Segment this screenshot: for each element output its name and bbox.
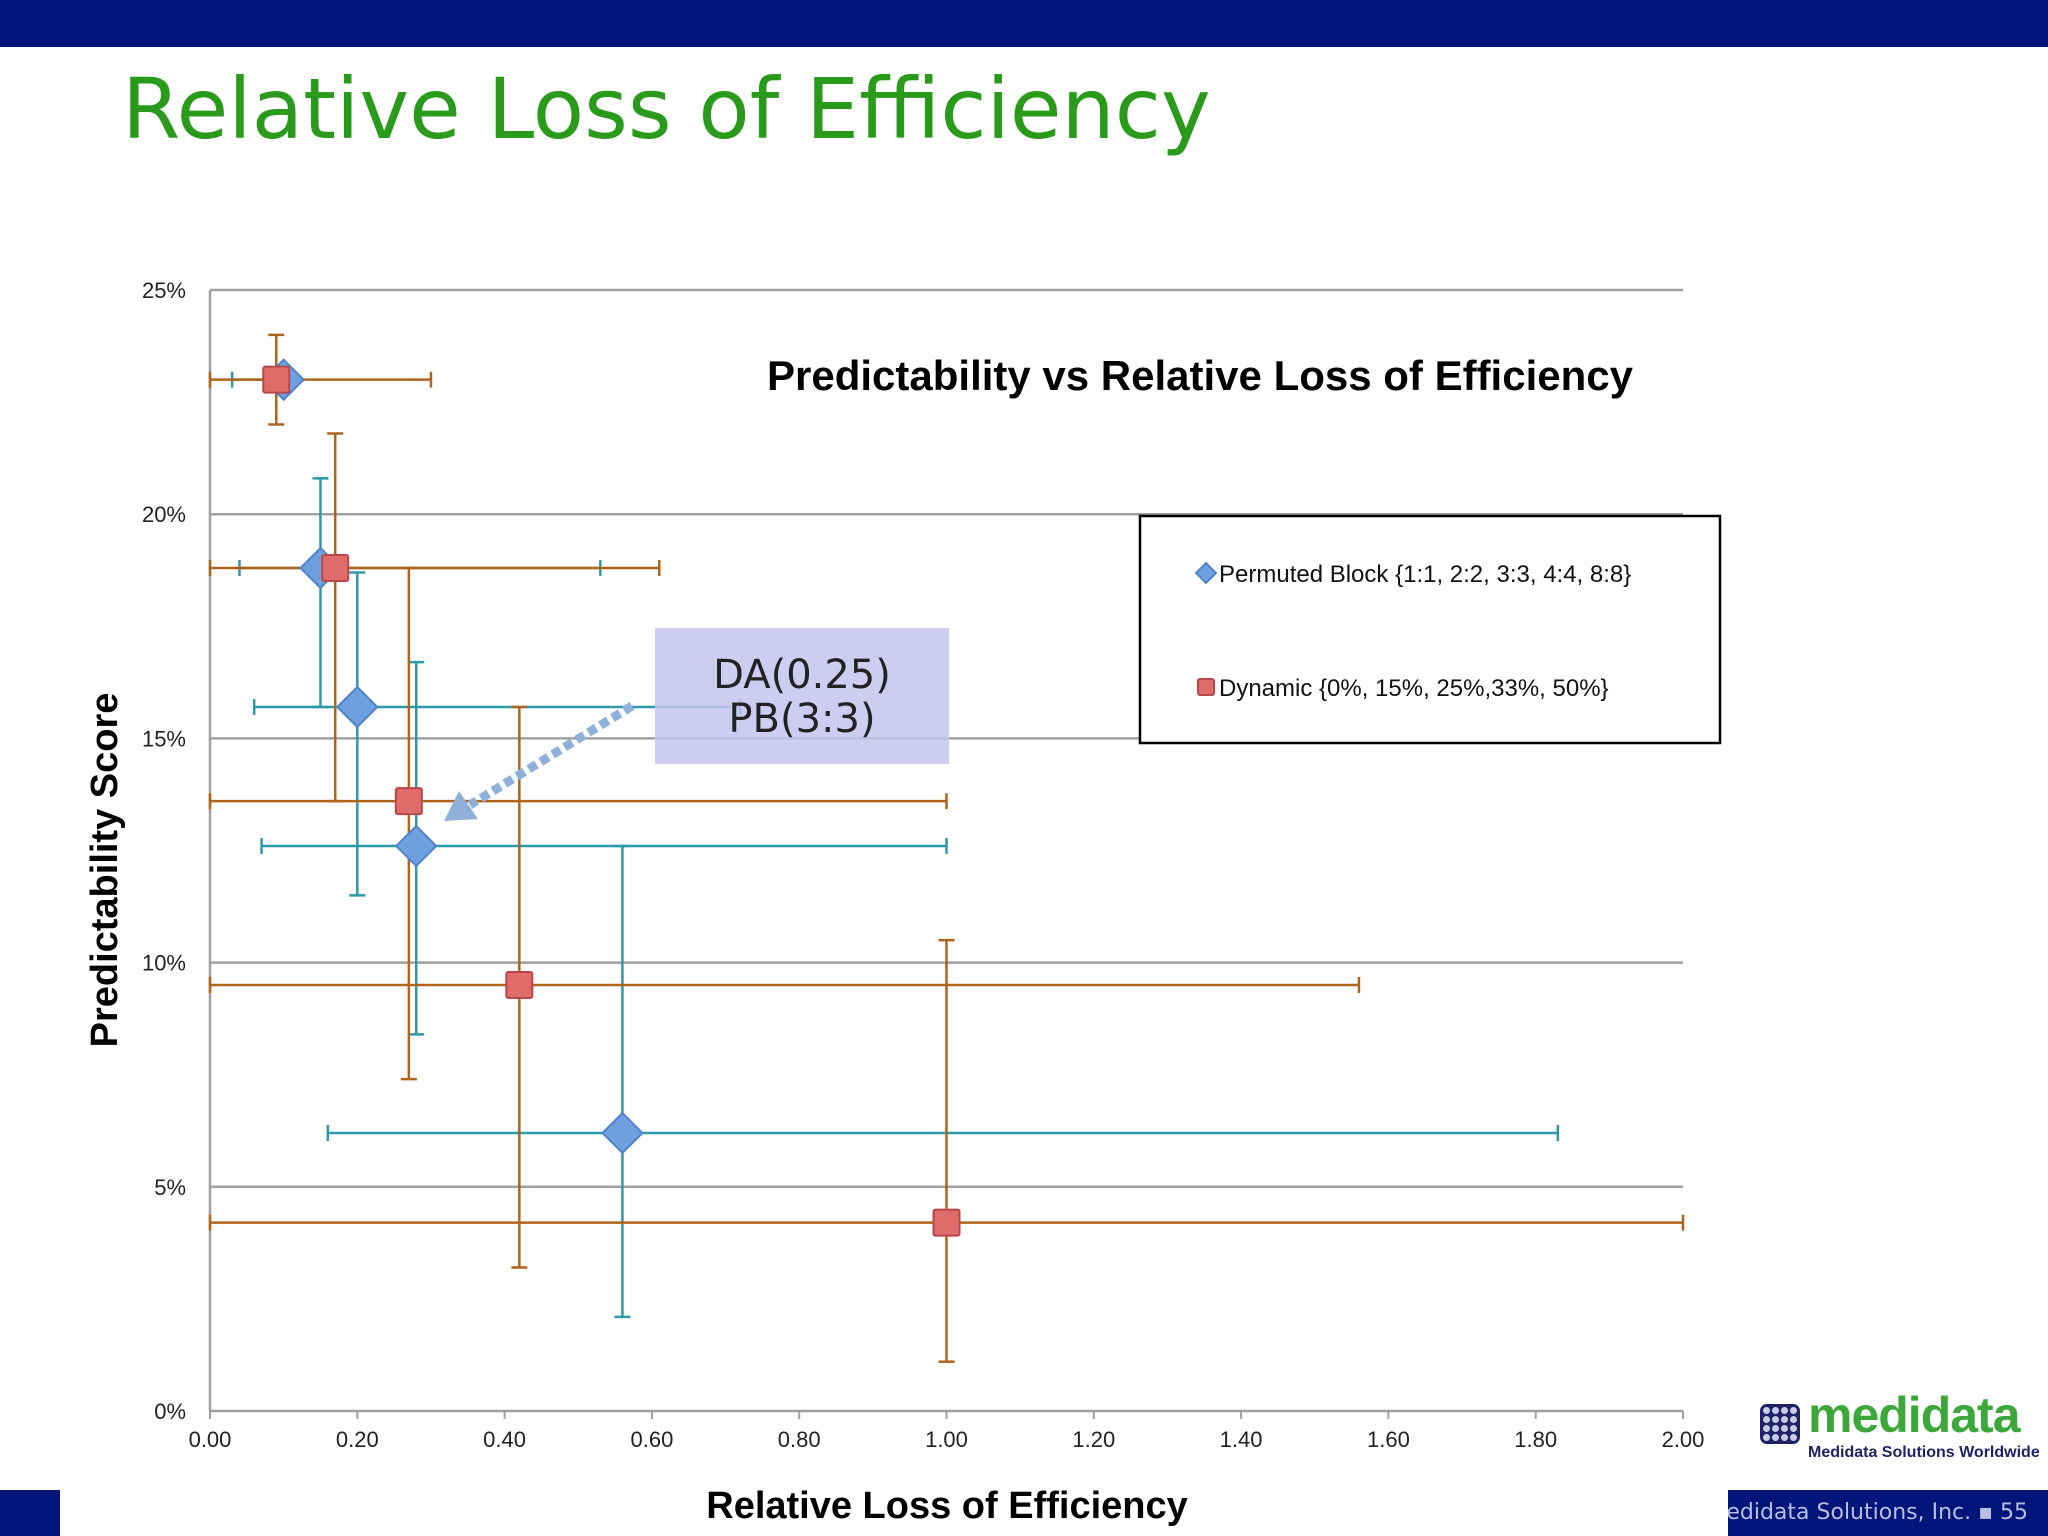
- y-tick-label: 5%: [154, 1175, 186, 1200]
- error-bar: [208, 333, 433, 426]
- legend-box: [1138, 514, 1722, 745]
- annotation-line-1: DA(0.25): [713, 652, 891, 698]
- x-tick-label: 0.60: [630, 1427, 673, 1452]
- error-bar: [238, 477, 602, 709]
- data-point-dynamic: [932, 1208, 961, 1237]
- logo-tagline: Medidata Solutions Worldwide: [1808, 1444, 2040, 1461]
- x-tick-label: 1.60: [1367, 1427, 1410, 1452]
- y-tick-label: 20%: [142, 502, 186, 527]
- error-bar: [208, 938, 1685, 1363]
- annotation-arrow: [467, 702, 635, 809]
- x-axis-label: Relative Loss of Efficiency: [706, 1485, 1188, 1527]
- data-point-dynamic: [262, 365, 291, 394]
- y-axis-label: Predictability Score: [84, 693, 126, 1048]
- footer-text: Medidata Solutions, Inc. ▪ 55: [1728, 1500, 2028, 1525]
- data-point-permuted-block: [601, 1111, 644, 1155]
- x-tick-label: 1.00: [925, 1427, 968, 1452]
- x-tick-label: 1.20: [1072, 1427, 1115, 1452]
- data-point-permuted-block: [335, 685, 379, 729]
- error-bar: [208, 432, 661, 803]
- error-bar: [208, 566, 948, 1081]
- data-point-permuted-block: [394, 824, 438, 868]
- medidata-logo: medidata Medidata Solutions Worldwide: [1756, 1387, 2040, 1470]
- x-tick-label: 0.00: [189, 1427, 232, 1452]
- annotation-line-2: PB(3:3): [728, 696, 875, 742]
- legend-marker-diamond: [1194, 561, 1218, 585]
- header-bar: [0, 0, 2048, 47]
- legend-label: Dynamic {0%, 15%, 25%,33%, 50%}: [1219, 675, 1609, 702]
- legend-label: Permuted Block {1:1, 2:2, 3:3, 4:4, 8:8}: [1219, 561, 1631, 588]
- chart-title: Predictability vs Relative Loss of Effic…: [767, 352, 1634, 399]
- x-tick-label: 0.80: [778, 1427, 821, 1452]
- annotation-box: [655, 628, 949, 764]
- data-point-dynamic: [321, 554, 350, 583]
- logo-wordmark: medidata: [1808, 1387, 2021, 1443]
- legend-item-dynamic: Dynamic {0%, 15%, 25%,33%, 50%}: [1197, 675, 1609, 702]
- logo-grid-icon: [1760, 1404, 1800, 1444]
- y-tick-label: 10%: [142, 951, 186, 976]
- y-tick-label: 15%: [142, 726, 186, 751]
- error-bar: [326, 844, 1560, 1319]
- footer-bar-left: [0, 1490, 60, 1536]
- x-tick-label: 1.40: [1220, 1427, 1263, 1452]
- data-point-dynamic: [394, 787, 423, 816]
- data-point-dynamic: [505, 971, 534, 1000]
- annotation-arrowhead: [444, 791, 478, 821]
- x-tick-label: 0.20: [336, 1427, 379, 1452]
- legend-item-permuted-block: Permuted Block {1:1, 2:2, 3:3, 4:4, 8:8}: [1194, 561, 1631, 588]
- legend-marker-square: [1197, 678, 1215, 696]
- y-tick-label: 25%: [142, 278, 186, 303]
- error-bar: [208, 705, 1361, 1269]
- x-tick-label: 0.40: [483, 1427, 526, 1452]
- x-tick-label: 1.80: [1514, 1427, 1557, 1452]
- footer-bar-right: Medidata Solutions, Inc. ▪ 55: [1728, 1490, 2048, 1536]
- y-tick-label: 0%: [154, 1399, 186, 1424]
- x-tick-label: 2.00: [1662, 1427, 1705, 1452]
- slide-title: Relative Loss of Efficiency: [122, 60, 1211, 158]
